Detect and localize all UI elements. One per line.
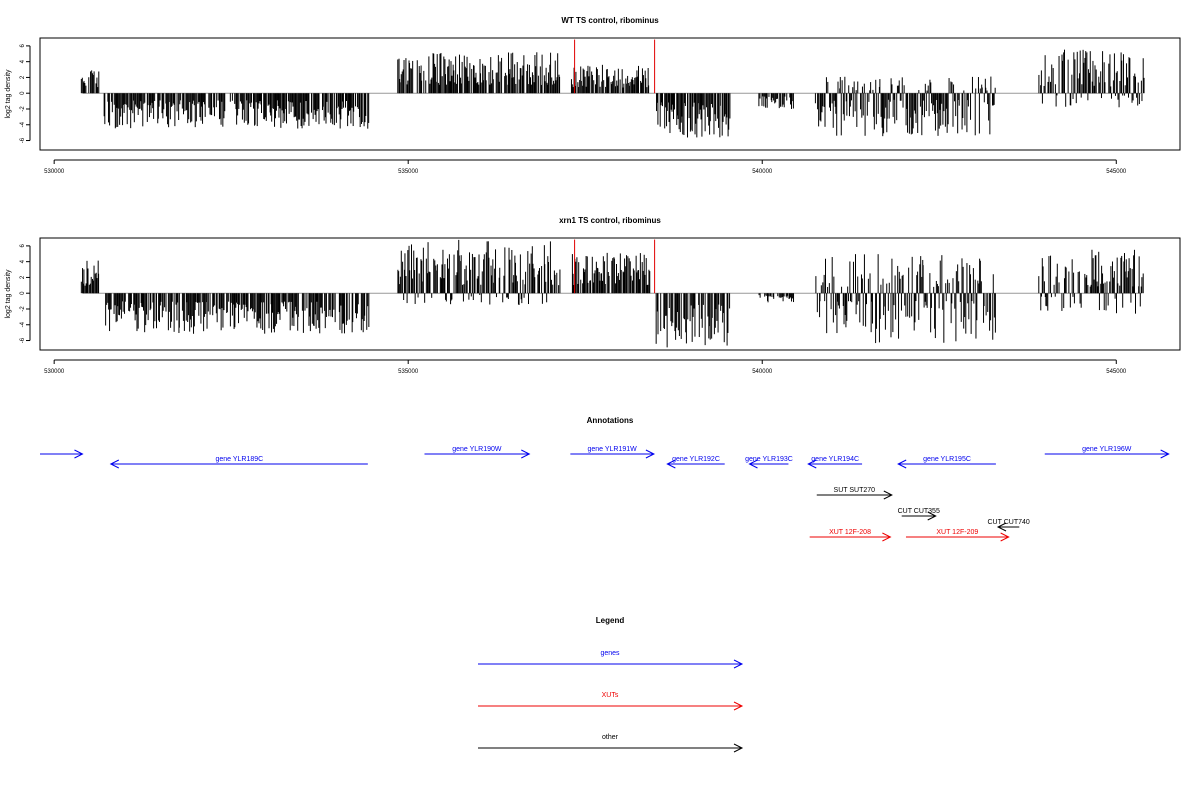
annotation-label: XUT 12F-209 [936, 529, 978, 536]
arrowhead-right [1160, 449, 1170, 459]
panel-title: WT TS control, ribominus [561, 16, 659, 25]
panel-title: xrn1 TS control, ribominus [559, 216, 661, 225]
y-tick-label: -4 [20, 121, 26, 127]
y-tick-label: 4 [20, 59, 26, 63]
xrn1-density-panel: xrn1 TS control, ribominus log2 tag dens… [5, 216, 1181, 375]
y-axis-label: log2 tag density [5, 269, 12, 319]
x-tick-label: 545000 [1106, 169, 1127, 175]
y-tick-label: 2 [20, 75, 26, 79]
y-tick-label: 6 [20, 244, 26, 248]
y-tick-label: 2 [20, 275, 26, 279]
legend-items: genes XUTs other [478, 650, 744, 753]
x-tick-label: 530000 [44, 369, 65, 375]
arrowhead-right [1000, 532, 1010, 542]
y-tick-label: -2 [20, 306, 26, 312]
plot-area: -6 -4 -2 0 2 4 6 530000 535000 540000 545000 [20, 239, 1144, 375]
arrowhead-left [996, 522, 1007, 532]
annotation-label: XUT 12F-208 [829, 529, 871, 536]
annotation-features: gene YLR189C gene YLR190W gene YLR191W gene… [40, 446, 1170, 542]
y-tick-label: 4 [20, 259, 26, 263]
arrowhead-left [897, 459, 907, 469]
y-tick-label: 0 [20, 291, 26, 295]
legend-label: XUTs [602, 692, 619, 699]
legend-item: other [478, 734, 744, 753]
y-tick-label: 6 [20, 44, 26, 48]
annotation-label: CUT CUT740 [988, 519, 1030, 526]
arrowhead-right [733, 701, 744, 711]
annotation-other: CUT CUT740 [988, 519, 1030, 532]
annotation-label: CUT CUT355 [898, 508, 940, 515]
x-tick-label: 540000 [752, 369, 773, 375]
annotation-other: CUT CUT355 [898, 508, 940, 521]
annotation-xut: XUT 12F-209 [905, 529, 1010, 542]
plot-frame [39, 237, 1181, 351]
annotation-xut: XUT 12F-208 [809, 529, 892, 542]
annotation-gene [40, 449, 84, 459]
annotation-label: gene YLR196W [1082, 446, 1132, 453]
arrowhead-right [74, 449, 84, 459]
annotation-label: gene YLR192C [672, 456, 720, 463]
annotation-label: SUT SUT270 [834, 487, 876, 494]
annotation-gene: gene YLR194C [807, 456, 863, 469]
arrowhead-right [645, 449, 656, 459]
legend: Legend genes XUTs other [478, 616, 744, 753]
arrowhead-right [521, 449, 531, 459]
annotation-gene: gene YLR190W [424, 446, 531, 459]
plot-area: -6 -4 -2 0 2 4 6 530000 535000 540000 545000 [20, 39, 1145, 175]
x-tick-label: 530000 [44, 169, 65, 175]
arrowhead-left [666, 459, 676, 469]
plot-frame [39, 37, 1181, 151]
x-tick-label: 535000 [398, 369, 419, 375]
arrowhead-right [882, 532, 892, 542]
legend-title: Legend [596, 616, 625, 625]
annotation-gene: gene YLR189C [109, 456, 368, 469]
annotation-label: gene YLR195C [923, 456, 971, 463]
annotation-other: SUT SUT270 [816, 487, 893, 500]
legend-label: other [602, 734, 619, 741]
annotation-label: gene YLR193C [745, 456, 793, 463]
arrowhead-left [109, 459, 120, 469]
annotation-label: gene YLR190W [452, 446, 502, 453]
arrowhead-left [807, 459, 817, 469]
y-tick-label: -6 [20, 337, 26, 343]
arrowhead-right [883, 490, 893, 500]
annotation-label: gene YLR189C [215, 456, 263, 463]
legend-label: genes [600, 650, 620, 657]
y-tick-label: -2 [20, 106, 26, 112]
annotation-gene: gene YLR192C [666, 456, 725, 469]
x-tick-label: 535000 [398, 169, 419, 175]
legend-item: genes [478, 650, 744, 669]
arrowhead-left [748, 459, 758, 469]
y-axis-label: log2 tag density [5, 69, 12, 119]
annotation-label: gene YLR194C [811, 456, 859, 463]
annotation-gene: gene YLR195C [897, 456, 996, 469]
y-tick-label: 0 [20, 91, 26, 95]
y-tick-label: -6 [20, 137, 26, 143]
x-tick-label: 545000 [1106, 369, 1127, 375]
annotation-gene: gene YLR196W [1044, 446, 1170, 459]
arrowhead-right [733, 659, 744, 669]
arrowhead-right [733, 743, 744, 753]
wt-density-panel: WT TS control, ribominus log2 tag densit… [5, 16, 1181, 175]
annotation-label: gene YLR191W [587, 446, 637, 453]
x-tick-label: 540000 [752, 169, 773, 175]
legend-item: XUTs [478, 692, 744, 711]
annotation-gene: gene YLR191W [570, 446, 656, 459]
annotation-gene: gene YLR193C [745, 456, 793, 469]
annotations-title: Annotations [587, 416, 634, 425]
arrowhead-right [927, 511, 937, 521]
y-tick-label: -4 [20, 321, 26, 327]
